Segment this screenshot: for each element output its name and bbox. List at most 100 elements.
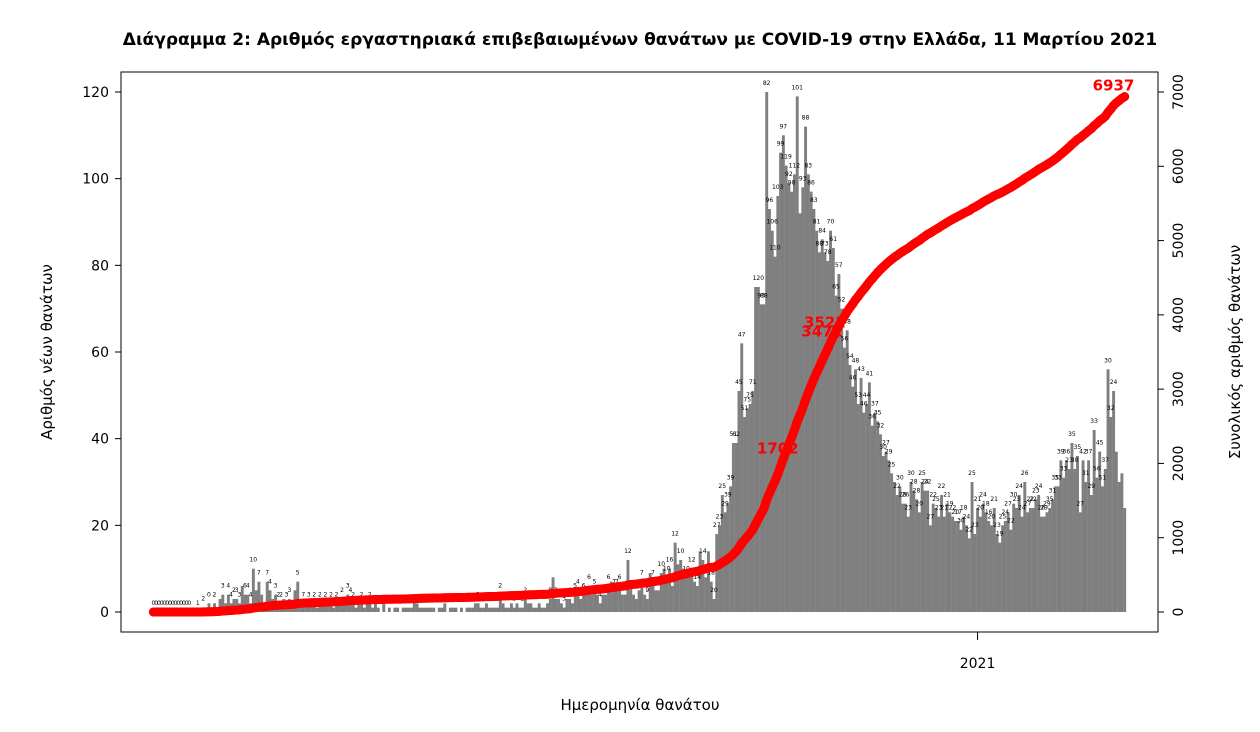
bar [321, 603, 325, 612]
bar [307, 603, 311, 612]
bar [970, 482, 974, 612]
bar [532, 607, 536, 612]
bar [951, 516, 955, 612]
bar [1034, 499, 1038, 612]
bar [290, 607, 294, 612]
bar [1073, 469, 1077, 612]
bar [662, 568, 666, 612]
bar-value-label: 43 [857, 366, 865, 373]
bar-value-label: 2 [368, 591, 372, 598]
bar-value-label: 20 [988, 513, 996, 520]
bar [920, 482, 924, 612]
bar [349, 599, 352, 612]
bar-value-label: 112 [789, 162, 801, 169]
bar-value-label: 21 [990, 496, 998, 503]
bar [928, 525, 932, 612]
bar-value-label: 39 [1057, 448, 1065, 455]
bar-value-label: 45 [1096, 440, 1104, 447]
bar-value-label: 65 [832, 284, 840, 291]
left-tick-label: 20 [91, 518, 109, 534]
left-tick-label: 100 [82, 172, 109, 188]
bar [1059, 460, 1063, 612]
bar [487, 607, 491, 612]
bar [931, 503, 935, 612]
bar-value-label: 88 [760, 292, 768, 299]
bar-value-label: 24 [1018, 505, 1026, 512]
bar [1112, 391, 1116, 612]
chart-title: Διάγραμμα 2: Αριθμός εργαστηριακά επιβεβ… [123, 30, 1157, 50]
right-tick-label: 5000 [1171, 223, 1187, 259]
bar [546, 603, 549, 612]
bar-value-label: 42 [1079, 448, 1087, 455]
bar-value-label: 30 [896, 474, 904, 481]
bar [557, 599, 561, 612]
bar-value-label: 2 [329, 591, 333, 598]
bar-value-label: 6 [243, 583, 247, 590]
bar [787, 183, 791, 612]
bar [418, 607, 422, 612]
bar-value-label: 35 [1074, 444, 1082, 451]
bar [1001, 525, 1005, 612]
cumulative-annotation: 3472 [801, 322, 843, 340]
bar [221, 594, 225, 612]
bar-value-label: 36 [1063, 448, 1071, 455]
bar [643, 594, 647, 612]
bar [940, 495, 943, 612]
bar [632, 594, 635, 612]
bar [540, 607, 544, 612]
bar [507, 607, 511, 612]
bar-value-label: 22 [938, 483, 946, 490]
bar [731, 443, 735, 612]
bar-value-label: 120 [753, 275, 765, 282]
bar [826, 261, 830, 612]
bar-value-label: 22 [893, 483, 901, 490]
bar [354, 607, 358, 612]
bar [820, 239, 824, 612]
bar-value-label: 2 [324, 591, 328, 598]
bar [512, 607, 516, 612]
bar [448, 607, 452, 612]
right-tick-label: 1000 [1171, 520, 1187, 556]
bar-value-label: 92 [785, 171, 793, 178]
bar-value-label: 56 [1093, 466, 1101, 473]
bar [562, 607, 566, 612]
bar-value-label: 12 [688, 557, 696, 564]
bar [909, 482, 913, 612]
bar [712, 599, 716, 612]
bar [382, 603, 386, 612]
bar-value-label: 14 [699, 548, 707, 555]
bar [1089, 495, 1093, 612]
bar [232, 599, 236, 612]
y2-axis-title: Συνολικός αριθμός θανάτων [1226, 245, 1244, 460]
bar [368, 603, 372, 612]
bar [859, 378, 863, 612]
bar [917, 512, 921, 612]
bar-value-label: 0 [154, 600, 158, 607]
bar [901, 503, 905, 612]
bar-value-label: 0 [168, 600, 172, 607]
bar [1023, 482, 1027, 612]
bar [576, 590, 580, 612]
cumulative-point [773, 469, 783, 479]
bar-value-label: 7 [257, 570, 261, 577]
cumulative-point [770, 476, 780, 486]
bar [1037, 495, 1041, 612]
bar-value-label: 33 [1054, 474, 1062, 481]
bar-value-label: 23 [716, 513, 724, 520]
bar-value-label: 0 [160, 600, 164, 607]
bar [937, 516, 941, 612]
bar-value-label: 61 [829, 236, 837, 243]
bar-value-label: 27 [1004, 500, 1012, 507]
bar-value-label: 28 [899, 492, 907, 499]
bar [1053, 486, 1057, 612]
bar [1098, 451, 1102, 612]
bar-value-label: 35 [1051, 474, 1059, 481]
bar-value-label: 4 [598, 591, 602, 598]
bar [312, 603, 316, 612]
bar [1056, 486, 1060, 612]
bar-value-label: 20 [915, 500, 923, 507]
bar [817, 252, 821, 612]
bar [404, 607, 408, 612]
bar [995, 534, 999, 612]
